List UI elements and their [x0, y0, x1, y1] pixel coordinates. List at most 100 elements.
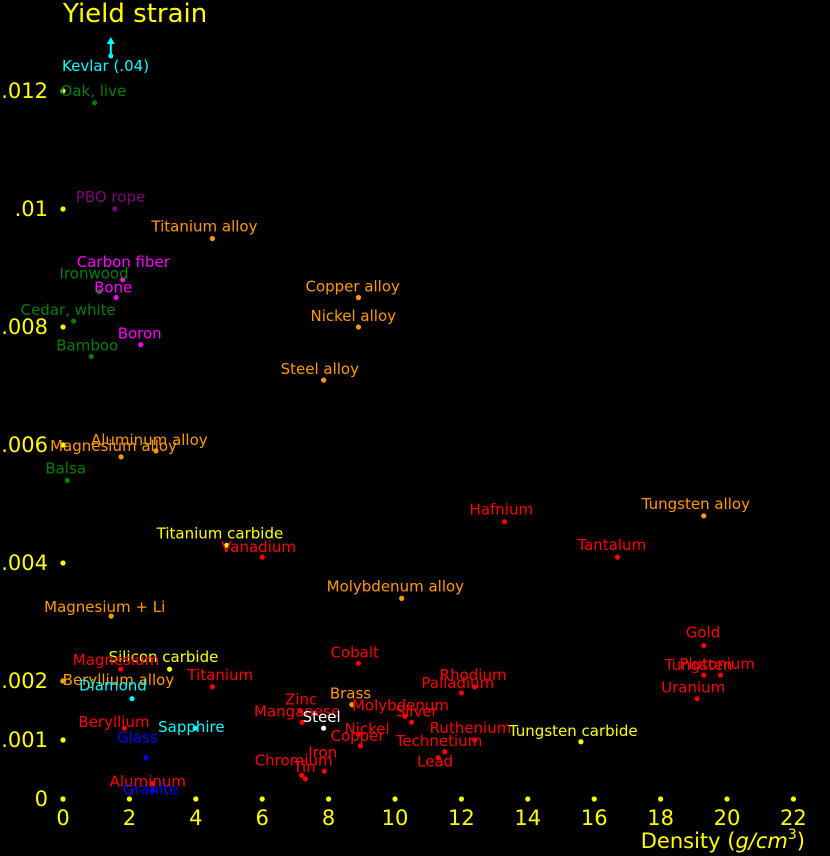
point-tantalum	[614, 554, 621, 560]
point-label-ironwood: Ironwood	[60, 265, 129, 283]
point-vanadium	[259, 554, 265, 560]
point-label-beryllium: Beryllium	[78, 713, 149, 731]
point-label-copper: Copper	[330, 727, 385, 745]
point-silver	[409, 719, 415, 725]
y-tick-mark-012	[60, 88, 66, 94]
point-label-zinc: Zinc	[285, 691, 317, 709]
point-titanium-carbide	[224, 542, 230, 548]
point-oak-live	[91, 100, 98, 106]
point-label-glass: Glass	[117, 729, 158, 747]
point-beryllium	[121, 725, 128, 731]
x-axis-label: Density (g/cm3)	[641, 827, 805, 853]
point-cobalt	[355, 660, 362, 666]
point-pbo-rope	[112, 206, 118, 212]
point-label-tin: Tin	[292, 758, 315, 776]
point-label-ruthenium: Ruthenium	[430, 719, 512, 737]
point-label-aluminum: Aluminum	[110, 773, 186, 791]
point-label-bamboo: Bamboo	[56, 337, 118, 355]
x-tick-label-18: 18	[647, 806, 674, 830]
point-plutonium	[717, 672, 723, 678]
point-boron	[138, 342, 144, 348]
point-nickel-alloy	[355, 324, 362, 330]
point-carbon-fiber	[120, 277, 126, 283]
off-scale-point	[108, 53, 114, 59]
point-aluminum	[150, 781, 156, 787]
point-magnesium-alloy	[118, 454, 124, 460]
point-label-lead: Lead	[417, 753, 453, 771]
point-lead	[435, 755, 441, 761]
point-label-sapphire: Sapphire	[158, 718, 225, 736]
x-tick-mark-2	[126, 796, 132, 802]
y-tick-label-01: .01	[15, 197, 48, 221]
point-granite	[150, 788, 156, 794]
point-label-iron: Iron	[308, 743, 337, 761]
point-tungsten	[701, 672, 707, 678]
point-label-vanadium: Vanadium	[221, 538, 296, 556]
point-balsa	[64, 477, 70, 483]
point-aluminum-alloy	[153, 448, 159, 454]
x-tick-label-6: 6	[256, 806, 269, 830]
x-tick-label-2: 2	[123, 806, 136, 830]
point-glass	[143, 755, 149, 761]
x-tick-label-16: 16	[581, 806, 608, 830]
y-tick-label-004: .004	[1, 551, 48, 575]
x-tick-mark-6	[259, 796, 265, 802]
point-label-tantalum: Tantalum	[576, 536, 646, 554]
point-chromium	[299, 772, 305, 779]
point-cedar-white	[71, 318, 77, 324]
point-label-granite: Granite	[123, 781, 179, 799]
point-label-uranium: Uranium	[661, 679, 725, 697]
point-silicon-carbide	[166, 666, 173, 672]
point-uranium	[694, 696, 700, 702]
point-label-magnesium: Magnesium	[73, 651, 160, 669]
point-hafnium	[501, 519, 508, 525]
x-tick-mark-14	[525, 796, 531, 802]
point-tungsten-carbide	[578, 739, 584, 745]
point-zinc	[297, 707, 303, 714]
point-label-pbo-rope: PBO rope	[76, 188, 145, 206]
point-label-nickel: Nickel	[344, 720, 389, 738]
x-tick-mark-20	[724, 796, 730, 802]
x-tick-label-22: 22	[780, 806, 807, 830]
y-tick-label-008: .008	[1, 315, 48, 339]
point-ruthenium	[472, 737, 478, 743]
point-manganese	[299, 719, 305, 725]
y-tick-label-006: .006	[1, 433, 48, 457]
x-tick-mark-10	[392, 796, 398, 802]
point-label-diamond: Diamond	[79, 677, 147, 695]
point-label-silicon-carbide: Silicon carbide	[109, 648, 219, 666]
y-tick-mark-008	[60, 324, 66, 330]
point-sapphire	[192, 725, 198, 731]
point-label-rhodium: Rhodium	[440, 666, 507, 684]
x-tick-label-10: 10	[382, 806, 409, 830]
y-tick-mark-0	[60, 796, 66, 802]
point-label-chromium: Chromium	[255, 751, 333, 769]
point-label-nickel-alloy: Nickel alloy	[310, 307, 396, 325]
point-brass	[349, 702, 355, 708]
point-bamboo	[88, 353, 94, 360]
point-iron	[321, 768, 327, 774]
point-label-cedar-white: Cedar, white	[21, 301, 116, 319]
point-label-molybdenum: Molybdenum	[352, 696, 449, 714]
point-steel-alloy	[321, 377, 327, 383]
x-tick-mark-8	[326, 796, 332, 802]
point-molybdenum	[402, 713, 408, 720]
x-tick-mark-18	[658, 796, 664, 802]
off-scale-label: Kevlar (.04)	[62, 57, 149, 75]
point-copper-alloy	[355, 294, 362, 301]
point-copper	[357, 743, 364, 749]
x-tick-mark-12	[458, 796, 464, 802]
point-label-bone: Bone	[94, 279, 132, 297]
chart-title: Yield strain	[62, 0, 207, 29]
y-tick-label-002: .002	[1, 669, 48, 693]
point-label-titanium: Titanium	[186, 666, 253, 684]
point-technetium	[442, 749, 448, 755]
point-label-aluminum-alloy: Aluminum alloy	[91, 431, 208, 449]
point-beryllium-alloy	[61, 678, 67, 684]
x-tick-label-0: 0	[56, 806, 69, 830]
axis-layer: Yield strain 0 2 4 6 8 10 12 14 16 18 20 22 0 .001 .002…	[1, 0, 807, 853]
point-label-hafnium: Hafnium	[470, 501, 534, 519]
point-magnesium-li	[108, 613, 114, 619]
